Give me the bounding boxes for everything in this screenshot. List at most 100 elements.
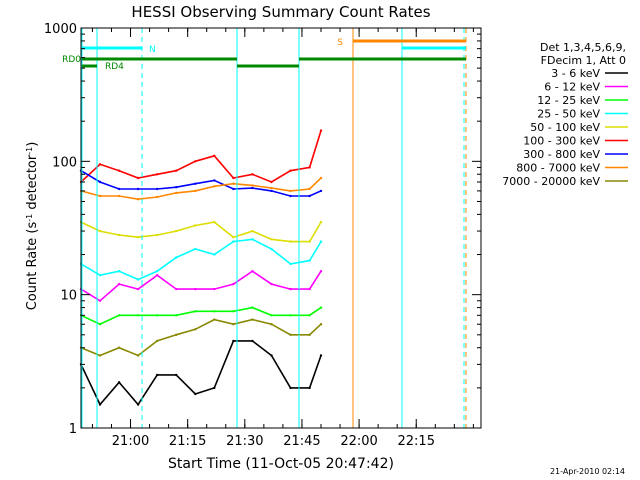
y-tick-label-2: 100 (52, 155, 77, 170)
chart-title: HESSI Observing Summary Count Rates (131, 3, 430, 21)
series-3-point-8 (232, 240, 235, 243)
series-layer (79, 129, 323, 406)
series-3-point-13 (319, 240, 323, 243)
series-5-point-2 (117, 169, 121, 172)
series-4-point-2 (117, 233, 121, 237)
series-1-point-9 (251, 270, 254, 273)
series-2-point-5 (175, 314, 178, 317)
x-tick-label-1: 21:15 (169, 434, 206, 449)
legend: Det 1,3,4,5,6,9,FDecim 1, Att 03 - 6 keV… (502, 41, 628, 188)
series-2-point-11 (289, 314, 292, 317)
series-2-point-1 (98, 323, 102, 326)
series-6-point-3 (136, 187, 140, 191)
series-0-point-6 (194, 392, 197, 396)
series-5-point-10 (270, 180, 273, 184)
series-8-point-11 (289, 333, 292, 336)
series-6-point-5 (175, 186, 178, 189)
series-4-point-11 (289, 240, 292, 243)
x-tick-label-4: 22:00 (340, 434, 377, 449)
series-1-point-12 (308, 287, 311, 291)
series-4-point-9 (251, 229, 254, 233)
series-5-point-5 (175, 169, 178, 172)
series-5-point-7 (213, 154, 216, 157)
legend-label-6: 300 - 800 keV (523, 148, 600, 161)
series-3-point-9 (251, 238, 254, 241)
series-6-point-13 (319, 189, 323, 193)
series-5-point-4 (156, 173, 159, 176)
series-7-point-11 (289, 189, 292, 193)
series-6-point-8 (232, 187, 235, 191)
series-7-point-13 (319, 176, 323, 180)
series-3-point-2 (117, 270, 121, 273)
series-6-point-10 (270, 189, 273, 193)
series-7-point-1 (98, 194, 102, 198)
series-1-point-2 (117, 282, 121, 286)
series-8-point-12 (308, 333, 311, 336)
y-tick-label-1: 10 (60, 289, 77, 304)
series-line-8 (80, 318, 322, 357)
legend-label-3: 25 - 50 keV (537, 108, 600, 121)
series-5-point-9 (251, 173, 254, 176)
x-tick-label-3: 21:45 (283, 434, 320, 449)
series-8-point-3 (136, 354, 140, 357)
series-line-7 (80, 177, 322, 201)
series-0-point-1 (98, 403, 102, 406)
series-1-point-8 (232, 282, 235, 286)
series-1-point-7 (213, 287, 216, 291)
series-0-point-4 (156, 373, 159, 377)
series-4-point-5 (175, 229, 178, 233)
series-5-point-13 (319, 129, 323, 132)
series-7-point-2 (117, 194, 121, 198)
series-2-point-9 (251, 306, 254, 309)
series-1-point-3 (136, 287, 140, 291)
y-axis-label-part2: detector (25, 154, 40, 214)
legend-header-0: Det 1,3,4,5,6,9, (540, 41, 626, 54)
series-2-point-6 (194, 310, 197, 313)
series-3-point-11 (289, 262, 292, 266)
x-axis-label: Start Time (11-Oct-05 20:47:42) (168, 456, 394, 472)
series-line-0 (80, 340, 322, 406)
series-2-point-13 (319, 306, 323, 309)
series-4-point-12 (308, 240, 311, 243)
series-6-point-12 (308, 194, 311, 198)
y-axis-label-sup1: -1 (25, 214, 34, 222)
series-4-point-10 (270, 238, 273, 241)
series-4-point-8 (232, 236, 235, 239)
footer-timestamp: 21-Apr-2010 02:14 (550, 467, 625, 476)
series-line-6 (80, 170, 322, 197)
legend-label-4: 50 - 100 keV (530, 121, 600, 134)
series-2-point-8 (232, 310, 235, 313)
series-6-point-2 (117, 187, 121, 191)
series-2-point-12 (308, 314, 311, 317)
series-1-point-1 (98, 299, 102, 302)
series-7-point-12 (308, 187, 311, 191)
series-7-point-5 (175, 191, 178, 195)
series-7-point-8 (232, 182, 235, 185)
series-3-point-6 (194, 247, 197, 251)
legend-header-1: FDecim 1, Att 0 (541, 54, 626, 67)
series-5-point-6 (194, 160, 197, 163)
series-4-point-1 (98, 229, 102, 233)
x-tick-label-0: 21:00 (112, 434, 149, 449)
series-line-4 (80, 221, 322, 243)
y-axis-label-sup2: -1 (25, 147, 34, 155)
series-3-point-1 (98, 274, 102, 277)
series-2-point-10 (270, 314, 273, 317)
y-axis-label-part3: ) (25, 142, 40, 147)
y-axis-label: Count Rate (s-1 detector-1) (25, 142, 41, 311)
series-2-point-4 (156, 314, 159, 317)
series-0-point-9 (251, 339, 254, 343)
series-7-point-4 (156, 195, 159, 199)
series-2-point-3 (136, 314, 140, 317)
series-4-point-7 (213, 220, 216, 224)
series-6-point-9 (251, 186, 254, 190)
series-8-point-10 (270, 323, 273, 326)
series-2-point-2 (117, 314, 121, 317)
legend-label-2: 12 - 25 keV (537, 94, 600, 107)
series-1-point-11 (289, 287, 292, 291)
series-7-point-7 (213, 185, 216, 188)
series-1-point-5 (175, 287, 178, 291)
legend-label-8: 7000 - 20000 keV (502, 175, 600, 188)
series-2-point-7 (213, 310, 216, 313)
series-1-point-4 (156, 274, 159, 277)
